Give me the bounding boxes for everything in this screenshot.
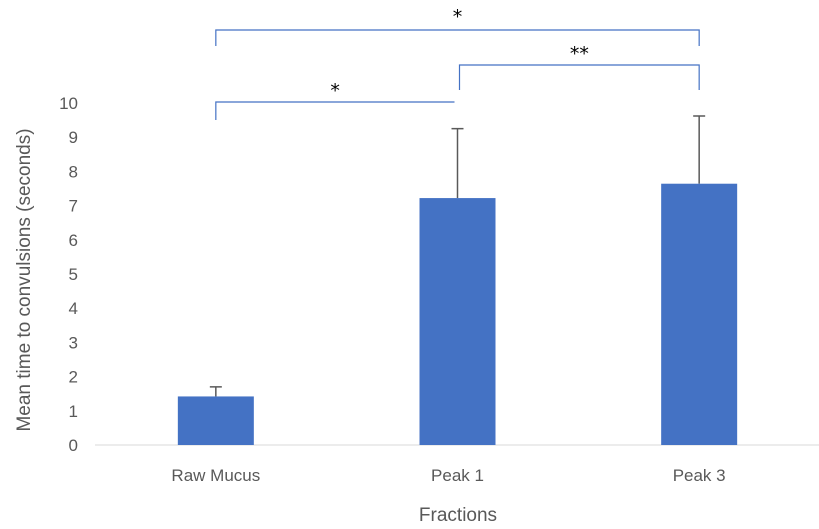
significance-bracket [215, 101, 455, 120]
bars [177, 183, 738, 445]
y-tick-label: 6 [69, 231, 78, 250]
y-tick-label: 7 [69, 197, 78, 216]
y-tick-label: 8 [69, 162, 78, 181]
y-tick-label: 0 [69, 436, 78, 455]
y-tick-label: 5 [69, 265, 78, 284]
significance-label: * [453, 6, 463, 28]
bar [177, 396, 254, 445]
y-tick-label: 9 [69, 128, 78, 147]
x-tick-label: Peak 3 [673, 466, 726, 485]
y-tick-label: 10 [59, 94, 78, 113]
significance-bracket [215, 29, 700, 46]
y-tick-label: 2 [69, 368, 78, 387]
x-tick-label: Raw Mucus [171, 466, 260, 485]
x-axis-title: Fractions [419, 505, 497, 526]
y-axis-ticks: 0 1 2 3 4 5 6 7 8 9 10 [59, 94, 78, 455]
x-axis-ticks: Raw Mucus Peak 1 Peak 3 [171, 466, 725, 485]
bar [419, 198, 496, 445]
significance-brackets: **** [215, 6, 700, 120]
y-tick-label: 3 [69, 333, 78, 352]
bar [661, 183, 738, 445]
significance-label: * [330, 80, 340, 102]
error-bars [209, 115, 706, 397]
y-tick-label: 1 [69, 402, 78, 421]
significance-bracket [458, 64, 700, 90]
y-axis-title: Mean time to convulsions (seconds) [14, 128, 35, 431]
y-tick-label: 4 [69, 299, 78, 318]
x-tick-label: Peak 1 [431, 466, 484, 485]
significance-label: ** [570, 43, 589, 65]
